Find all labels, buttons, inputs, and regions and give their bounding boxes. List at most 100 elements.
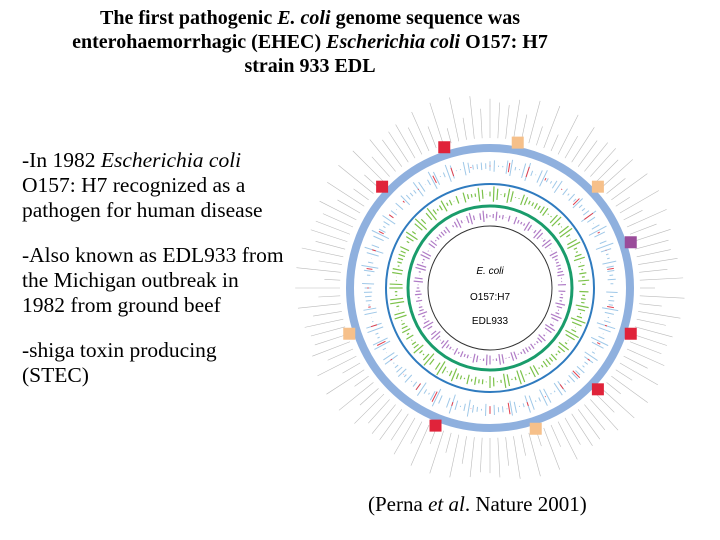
center-label: EDL933	[472, 316, 509, 327]
ring-spike	[556, 264, 561, 268]
ring-spike	[396, 305, 400, 308]
ring-spike	[416, 263, 427, 268]
ring-spike	[377, 336, 380, 339]
ring-spike	[423, 353, 435, 366]
label-spoke	[636, 249, 671, 258]
ring-spike	[414, 218, 428, 230]
ring-spike	[430, 331, 441, 340]
label-spoke	[359, 388, 379, 406]
ring-spike	[570, 317, 586, 324]
label-spoke	[469, 437, 475, 478]
ring-spike	[542, 207, 549, 216]
label-spoke	[590, 148, 616, 177]
ring-spike	[413, 344, 424, 354]
label-spoke	[314, 334, 348, 346]
ring-spike	[578, 279, 590, 282]
ring-spike	[415, 266, 426, 271]
island-block	[376, 180, 389, 193]
ring-spike	[417, 188, 420, 191]
bullet-text: -Also known as EDL933 from the Michigan …	[22, 243, 284, 317]
title-text: O157: H7	[460, 31, 548, 53]
ring	[385, 183, 595, 393]
ring-spike	[419, 350, 423, 354]
ring-spike	[363, 269, 375, 273]
ring-spike	[572, 198, 580, 206]
ring-spike	[417, 311, 428, 316]
label-spoke	[626, 209, 667, 228]
label-spoke	[480, 108, 483, 139]
ring-spike	[528, 372, 531, 375]
label-spoke	[297, 303, 341, 309]
ring-spike	[542, 360, 548, 368]
label-spoke	[634, 239, 669, 250]
island-block	[438, 141, 451, 154]
ring-spike	[416, 382, 427, 396]
ring-spike	[463, 403, 466, 411]
label-spoke	[354, 393, 385, 424]
ring-spike	[601, 307, 619, 312]
ring-spike	[457, 351, 460, 355]
ring-spike	[475, 355, 479, 363]
ring-spike	[467, 162, 471, 174]
label-spoke	[497, 437, 501, 478]
ring-spike	[481, 189, 484, 199]
label-spoke	[461, 436, 467, 464]
label-spoke	[318, 295, 341, 298]
ring-spike	[443, 229, 447, 234]
ring-spike	[551, 317, 559, 322]
ring-spike	[422, 258, 425, 261]
ring-spike	[392, 268, 404, 272]
ring-spike	[544, 327, 552, 334]
ring-spike	[533, 229, 537, 234]
label-spoke	[338, 382, 374, 411]
ring-spike	[545, 324, 556, 332]
label-spoke	[513, 436, 521, 479]
ring-spike	[394, 364, 399, 369]
ring-spike	[520, 351, 523, 355]
ring-spike	[545, 358, 551, 366]
island-block	[511, 136, 524, 149]
ring-spike	[428, 392, 430, 395]
label-spoke	[446, 128, 452, 144]
ring-spike	[550, 215, 552, 218]
label-spoke	[469, 96, 475, 139]
ring-spike	[599, 240, 607, 245]
label-spoke	[615, 197, 630, 207]
ring-spike	[547, 213, 549, 215]
ring-spike	[514, 166, 517, 171]
ring-spike	[540, 364, 544, 368]
ring-spike	[584, 361, 589, 365]
ring-spike	[492, 186, 495, 202]
ring-spike	[438, 395, 443, 404]
ring-spike	[522, 348, 526, 355]
ring-spike	[414, 293, 422, 296]
ring-spike	[533, 343, 536, 346]
ring-spike	[476, 164, 479, 170]
label-spoke	[629, 223, 657, 235]
ring-spike	[434, 362, 441, 370]
label-spoke	[639, 303, 662, 307]
ring-spike	[372, 249, 376, 252]
label-spoke	[564, 417, 581, 445]
ring-spike	[607, 278, 616, 281]
ring-spike	[463, 353, 466, 358]
label-spoke	[338, 165, 374, 194]
ring-spike	[462, 161, 467, 176]
ring-spike	[411, 341, 417, 346]
ring-spike	[416, 299, 423, 302]
label-spoke	[557, 114, 579, 155]
citation-text: . Nature 2001)	[464, 492, 587, 516]
ring-spike	[436, 208, 439, 212]
ring-spike	[422, 251, 432, 257]
ring-spike	[370, 324, 378, 328]
ring-spike	[472, 405, 475, 413]
label-spoke	[429, 430, 444, 474]
ring-spike	[559, 384, 564, 390]
ring-spike	[374, 340, 391, 350]
label-spoke	[611, 173, 648, 201]
ring	[406, 204, 574, 372]
label-spoke	[632, 229, 671, 242]
ring-spike	[607, 267, 614, 270]
ring-spike	[390, 301, 405, 305]
ring-spike	[466, 374, 470, 385]
